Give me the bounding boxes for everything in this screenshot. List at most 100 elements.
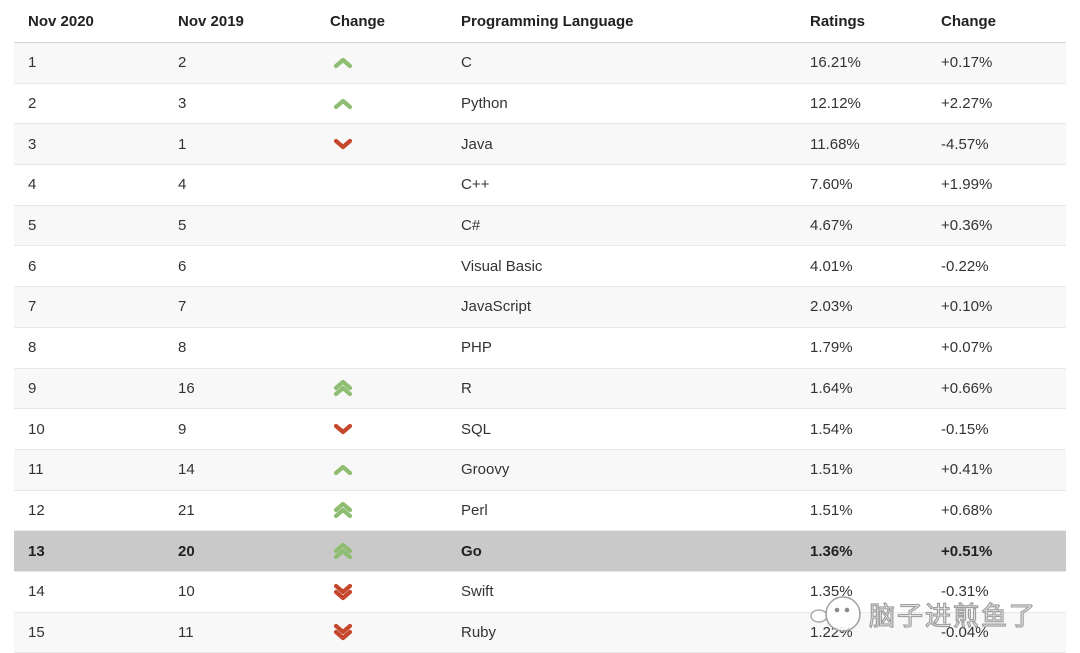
rating-change-cell: -4.57% [941,135,989,153]
rating-cell: 1.64% [810,379,853,397]
rating-change-cell: +1.99% [941,176,993,194]
rank-change-cell [330,379,461,397]
table-row: 10 9 SQL 1.54% -0.15% [14,409,1066,450]
rank-2020-cell: 11 [28,461,44,479]
rating-change-cell: +0.66% [941,379,993,397]
chevron-up-icon [333,464,353,476]
table-row: 2 3 Python 12.12% +2.27% [14,83,1066,125]
rank-2019-cell: 7 [178,298,187,316]
rating-cell: 1.51% [810,461,853,479]
column-header-language: Programming Language [461,12,634,30]
language-cell: Go [461,542,482,560]
rating-cell: 1.36% [810,542,853,560]
rank-2019-cell: 1 [178,135,187,153]
rank-2020-cell: 10 [28,420,45,438]
chevron-down-icon [333,138,353,150]
rank-2020-cell: 4 [28,176,37,194]
table-row: 1 2 C 16.21% +0.17% [14,43,1066,84]
rank-2020-cell: 13 [28,542,45,560]
rating-cell: 7.60% [810,176,853,194]
chevron-up-icon [333,57,353,69]
rank-change-cell [330,623,461,641]
table-row: 6 6 Visual Basic 4.01% -0.22% [14,246,1066,288]
rank-2019-cell: 4 [178,176,187,194]
language-cell: JavaScript [461,298,532,316]
chevron-double-up-icon [333,501,353,519]
rank-2019-cell: 20 [178,542,195,560]
table-row: 4 4 C++ 7.60% +1.99% [14,165,1066,206]
rank-2019-cell: 3 [178,95,187,113]
rank-2019-cell: 14 [178,461,195,479]
rating-cell: 12.12% [810,95,861,113]
language-cell: Perl [461,501,488,519]
language-cell: Swift [461,583,494,601]
rank-2020-cell: 12 [28,501,45,519]
rank-2020-cell: 7 [28,298,37,316]
language-cell: Ruby [461,623,497,641]
rating-change-cell: +0.17% [941,54,993,72]
rank-change-cell [330,423,461,435]
table-row: 9 16 R 1.64% +0.66% [14,368,1066,410]
rank-2019-cell: 10 [178,583,195,601]
table-body: 1 2 C 16.21% +0.17% 2 3 Python 12.12% +2… [14,43,1066,653]
rank-change-cell [330,57,461,69]
language-cell: Java [461,135,493,153]
rating-cell: 1.22% [810,623,853,641]
chevron-double-down-icon [333,583,353,601]
language-cell: C++ [461,176,490,194]
language-cell: SQL [461,420,492,438]
rank-2020-cell: 6 [28,257,37,275]
rating-change-cell: -0.04% [941,623,989,641]
rating-cell: 1.51% [810,501,853,519]
rating-change-cell: +0.51% [941,542,993,560]
rating-change-cell: +2.27% [941,95,993,113]
rank-change-cell [330,583,461,601]
rating-change-cell: +0.68% [941,501,993,519]
rank-2019-cell: 5 [178,217,187,235]
table-row: 15 11 Ruby 1.22% -0.04% [14,612,1066,653]
chevron-down-icon [333,423,353,435]
rank-2020-cell: 9 [28,379,37,397]
rank-change-cell [330,542,461,560]
rating-cell: 1.54% [810,420,853,438]
rank-2020-cell: 3 [28,135,37,153]
rating-cell: 4.01% [810,257,853,275]
column-header-ratings: Ratings [810,12,866,30]
column-header-rank-2019: Nov 2019 [178,12,244,30]
table-row: 5 5 C# 4.67% +0.36% [14,205,1066,247]
table-row: 14 10 Swift 1.35% -0.31% [14,571,1066,613]
rating-change-cell: +0.10% [941,298,993,316]
table-row: 11 14 Groovy 1.51% +0.41% [14,449,1066,491]
table-header-row: Nov 2020 Nov 2019 Change Programming Lan… [14,0,1066,43]
rank-2019-cell: 6 [178,257,187,275]
language-cell: R [461,379,472,397]
rank-change-cell [330,138,461,150]
rank-2020-cell: 14 [28,583,45,601]
language-cell: Python [461,95,508,113]
rank-2020-cell: 1 [28,54,37,72]
rating-cell: 4.67% [810,217,853,235]
rating-change-cell: -0.31% [941,583,989,601]
language-cell: Visual Basic [461,257,543,275]
chevron-double-up-icon [333,379,353,397]
column-header-change: Change [330,12,386,30]
chevron-double-down-icon [333,623,353,641]
column-header-rank-2020: Nov 2020 [28,12,94,30]
rating-cell: 2.03% [810,298,853,316]
rating-change-cell: +0.07% [941,339,993,357]
rank-2019-cell: 8 [178,339,187,357]
rating-cell: 16.21% [810,54,861,72]
rank-2020-cell: 8 [28,339,37,357]
rank-2020-cell: 15 [28,623,45,641]
chevron-up-icon [333,98,353,110]
rating-change-cell: +0.41% [941,461,993,479]
table-row: 7 7 JavaScript 2.03% +0.10% [14,287,1066,328]
rank-2019-cell: 16 [178,379,195,397]
language-cell: Groovy [461,461,510,479]
table-row: 13 20 Go 1.36% +0.51% [14,531,1066,572]
rank-2019-cell: 21 [178,501,195,519]
rating-change-cell: +0.36% [941,217,993,235]
table-row: 8 8 PHP 1.79% +0.07% [14,327,1066,369]
rating-cell: 1.79% [810,339,853,357]
rating-change-cell: -0.15% [941,420,989,438]
